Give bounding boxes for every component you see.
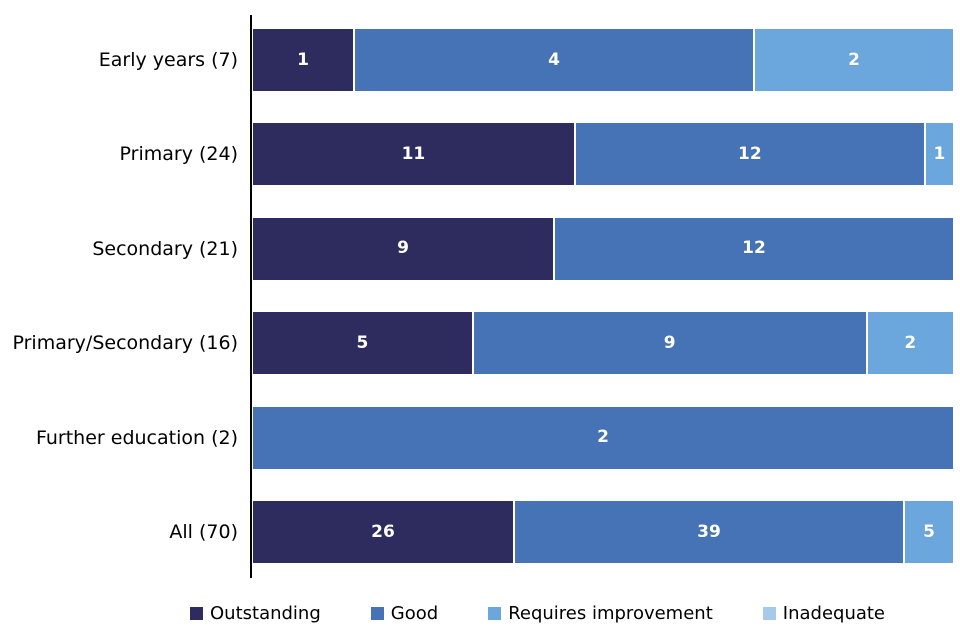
legend-label: Requires improvement (508, 602, 713, 624)
category-label: All (70) (169, 521, 238, 543)
chart-row-primary-secondary-16: Primary/Secondary (16) 5 9 2 (0, 312, 960, 375)
bar-segment-requires-improvement: 1 (923, 123, 953, 186)
legend-swatch-icon (488, 606, 502, 620)
category-label: Primary (24) (119, 143, 238, 166)
bar-segment-outstanding: 11 (253, 123, 574, 186)
category-label: Further education (2) (35, 426, 238, 449)
y-axis-line (250, 15, 252, 578)
legend-item-good: Good (370, 602, 439, 624)
chart-row-early-years-7: Early years (7) 1 4 2 (0, 29, 960, 91)
legend: Outstanding Good Requires improvement Inade… (190, 600, 885, 626)
chart-row-secondary-21: Secondary (21) 9 12 (0, 217, 960, 280)
bar-segment-good: 12 (573, 123, 924, 186)
chart-row-all-70: All (70) 26 39 5 (0, 501, 960, 563)
bar-segment-outstanding: 1 (253, 29, 353, 91)
segment-value-label: 5 (923, 521, 935, 542)
bar-segment-requires-improvement: 2 (753, 29, 953, 91)
category-label: Primary/Secondary (16) (12, 332, 239, 355)
bar-primary-24: 11 12 1 (253, 123, 953, 186)
segment-value-label: 9 (397, 238, 409, 259)
bar-early-years-7: 1 4 2 (253, 29, 953, 91)
bar-primary-secondary-16: 5 9 2 (253, 312, 953, 375)
legend-label: Good (390, 602, 439, 624)
bar-segment-requires-improvement: 2 (865, 312, 953, 375)
bar-all-70: 26 39 5 (253, 501, 953, 563)
category-label: Secondary (21) (92, 237, 238, 260)
bar-segment-outstanding: 9 (253, 217, 553, 280)
legend-item-outstanding: Outstanding (190, 603, 321, 624)
segment-value-label: 9 (663, 332, 676, 353)
legend-swatch-icon (370, 606, 384, 620)
bar-segment-requires-improvement: 5 (903, 501, 953, 563)
legend-swatch-icon (762, 606, 776, 620)
segment-value-label: 12 (737, 143, 762, 164)
segment-value-label: 11 (401, 143, 426, 164)
segment-value-label: 4 (548, 49, 560, 70)
bar-segment-outstanding: 5 (253, 312, 472, 375)
bar-segment-good: 12 (553, 217, 953, 280)
bar-segment-good: 4 (353, 29, 753, 91)
segment-value-label: 2 (904, 332, 917, 353)
segment-value-label: 1 (933, 143, 946, 164)
bar-segment-good: 9 (471, 312, 866, 375)
chart-row-primary-24: Primary (24) 11 12 1 (0, 123, 960, 186)
segment-value-label: 12 (742, 238, 766, 259)
legend-swatch-icon (190, 606, 203, 620)
legend-label: Outstanding (210, 602, 321, 624)
bar-secondary-21: 9 12 (253, 217, 953, 280)
bar-segment-good: 39 (513, 501, 903, 563)
legend-item-requires-improvement: Requires improvement (488, 603, 713, 624)
legend-label: Inadequate (782, 602, 886, 624)
segment-value-label: 2 (597, 427, 609, 448)
legend-item-inadequate: Inadequate (762, 602, 886, 624)
bar-further-education-2: 2 (253, 406, 953, 469)
segment-value-label: 5 (356, 332, 369, 353)
segment-value-label: 39 (697, 521, 721, 542)
segment-value-label: 2 (848, 49, 860, 70)
chart-row-further-education-2: Further education (2) 2 (0, 406, 960, 469)
bar-segment-good: 2 (253, 406, 953, 469)
segment-value-label: 26 (371, 521, 395, 542)
bar-segment-outstanding: 26 (253, 501, 513, 563)
segment-value-label: 1 (297, 49, 309, 70)
category-label: Early years (7) (98, 49, 238, 71)
